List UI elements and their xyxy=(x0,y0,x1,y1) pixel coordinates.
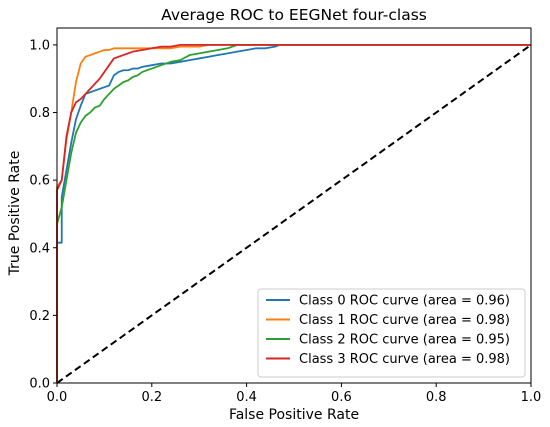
series-line-class-3 xyxy=(56,44,531,383)
legend-label-class-2: Class 2 ROC curve (area = 0.95) xyxy=(299,333,510,348)
legend-box xyxy=(257,288,526,378)
y-tick-label: 0.4 xyxy=(29,241,50,256)
series-line-class-0 xyxy=(56,44,531,383)
x-tick-label: 0.0 xyxy=(47,390,68,405)
x-tick-label: 0.6 xyxy=(331,390,352,405)
x-tick-label: 0.4 xyxy=(236,390,257,405)
y-tick-label: 0.8 xyxy=(29,106,50,121)
y-axis-label: True Positive Rate xyxy=(7,151,23,277)
x-axis-label: False Positive Rate xyxy=(229,407,359,423)
legend-label-class-0: Class 0 ROC curve (area = 0.96) xyxy=(299,294,510,309)
x-tick-label: 0.8 xyxy=(426,390,447,405)
chart-title: Average ROC to EEGNet four-class xyxy=(161,6,427,24)
y-tick-label: 0.0 xyxy=(29,377,50,392)
chance-reference-line xyxy=(56,44,532,384)
series-line-class-1 xyxy=(56,44,531,383)
series-line-class-2 xyxy=(56,44,531,383)
legend-label-class-3: Class 3 ROC curve (area = 0.98) xyxy=(299,352,510,367)
y-tick-label: 1.0 xyxy=(29,38,50,53)
y-tick-label: 0.6 xyxy=(29,174,50,189)
legend-label-class-1: Class 1 ROC curve (area = 0.98) xyxy=(299,313,510,328)
x-tick-label: 0.2 xyxy=(141,390,162,405)
plot-frame xyxy=(56,27,532,384)
legend: Class 0 ROC curve (area = 0.96) Class 1 R… xyxy=(257,288,526,378)
plot-area: 0.0 0.2 0.4 0.6 0.8 1.0 0.0 0.2 0.4 0.6 0.8 1.0 xyxy=(29,27,542,405)
y-tick-label: 0.2 xyxy=(29,309,50,324)
x-tick-label: 1.0 xyxy=(521,390,542,405)
